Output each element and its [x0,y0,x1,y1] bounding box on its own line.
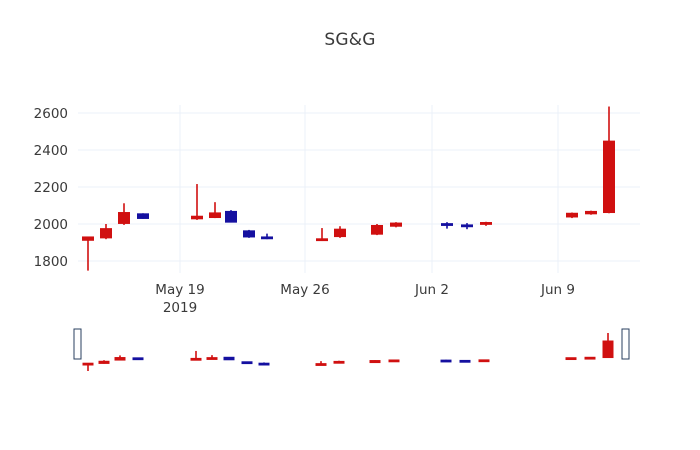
candle-body [223,356,235,361]
candle-body [388,359,400,363]
candle-body [369,360,381,364]
candle-body [241,361,253,365]
candle-body [261,236,273,240]
candle-body [371,224,383,235]
candle-body [190,357,202,361]
candlestick[interactable] [441,222,453,229]
candle-body [118,212,130,224]
x-axis-ticks: May 19 May 26 Jun 2 Jun 9 2019 [155,282,575,316]
rangeslider-candlestick[interactable] [190,350,202,361]
page-title: SG&G [324,30,376,50]
candle-body [206,357,218,360]
candlestick[interactable] [100,224,112,240]
candle-body [98,360,110,364]
candle-body [315,363,327,366]
rangeslider-candlestick[interactable] [82,362,94,371]
candlestick-series[interactable] [82,106,615,271]
y-axis-ticks: 1800 2000 2200 2400 2600 [34,106,68,270]
candle-body [565,357,577,361]
rangeslider-candlestick[interactable] [388,359,400,363]
rangeslider-candlestick[interactable] [459,359,471,363]
rangeslider[interactable] [73,328,640,377]
x-axis-tick-label: Jun 2 [414,282,449,298]
candle-body [333,360,345,364]
candle-body [461,224,473,228]
rangeslider-candlestick[interactable] [206,355,218,360]
rangeslider-candlestick[interactable] [584,356,596,360]
candle-body [441,223,453,226]
candle-body [478,359,490,363]
candle-body [82,362,94,366]
candlestick[interactable] [118,203,130,225]
x-axis-year-label: 2019 [163,300,197,316]
candlestick[interactable] [225,210,237,223]
rangeslider-candlestick[interactable] [223,356,235,361]
candle-body [316,238,328,242]
rangeslider-candlestick[interactable] [132,357,144,361]
y-axis-tick-label: 1800 [34,254,68,270]
y-axis-tick-label: 2600 [34,106,68,122]
x-axis-tick-label: Jun 9 [540,282,575,298]
rangeslider-candlestick[interactable] [369,360,381,364]
rangeslider-candlestick[interactable] [258,362,270,366]
candlestick[interactable] [209,202,221,219]
x-axis-tick-label: May 26 [280,282,329,298]
candle-body [459,359,471,363]
candle-body [114,357,126,361]
candlestick[interactable] [566,212,578,219]
rangeslider-candlestick[interactable] [315,361,327,366]
x-axis-tick-label: May 19 [155,282,204,298]
candle-body [132,357,144,361]
y-axis-tick-label: 2000 [34,217,68,233]
candle-body [100,228,112,239]
candlestick[interactable] [243,229,255,238]
y-axis-tick-label: 2200 [34,180,68,196]
candle-body [82,236,94,241]
candlestick[interactable] [316,228,328,242]
candle-body [480,222,492,225]
rangeslider-handle-right[interactable] [621,328,630,360]
candlestick[interactable] [191,184,203,220]
rangeslider-candlestick[interactable] [440,359,452,363]
rangeslider-candlestick[interactable] [565,357,577,361]
candle-body [603,140,615,214]
candlestick[interactable] [334,226,346,238]
candle-body [390,222,402,227]
candle-body [584,356,596,360]
rangeslider-candlestick[interactable] [98,360,110,364]
candlestick[interactable] [82,236,94,271]
rangeslider-candlestick[interactable] [114,355,126,361]
candle-body [225,210,237,223]
candlestick[interactable] [137,213,149,219]
candle-body [585,210,597,215]
candle-body [602,340,614,359]
candlestick[interactable] [390,222,402,228]
candlestick[interactable] [603,106,615,214]
candlestick[interactable] [461,223,473,230]
candle-body [137,213,149,219]
rangeslider-handle-left[interactable] [73,328,82,360]
rangeslider-track[interactable] [78,329,640,377]
rangeslider-candlestick[interactable] [333,360,345,364]
candle-body [258,362,270,366]
y-axis-tick-label: 2400 [34,143,68,159]
candlestick[interactable] [480,221,492,226]
candle-body [243,230,255,238]
candle-body [334,228,346,238]
candle-body [566,212,578,218]
candle-body [191,215,203,220]
candle-body [209,212,221,219]
candlestick[interactable] [585,210,597,215]
candlestick[interactable] [261,233,273,240]
rangeslider-candlestick[interactable] [241,361,253,365]
candlestick[interactable] [371,224,383,236]
gridlines-group [78,105,640,273]
rangeslider-candlestick[interactable] [602,333,614,359]
rangeslider-candlestick[interactable] [478,359,490,363]
candle-body [440,359,452,363]
